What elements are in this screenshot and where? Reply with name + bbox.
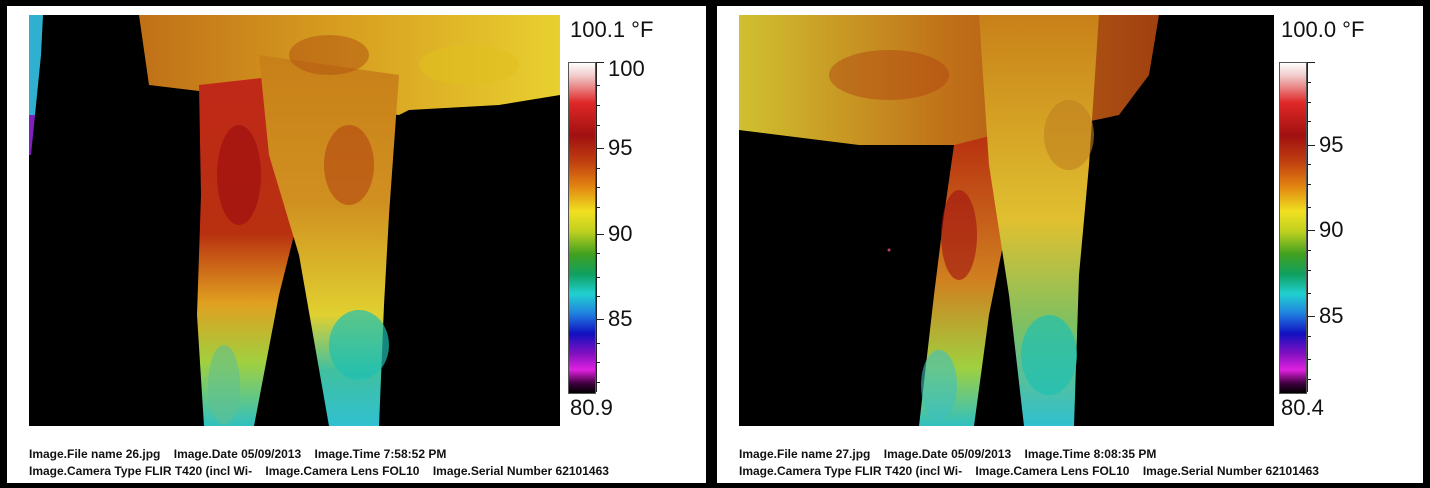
thermal-panel-left: 100.1 °F 100 95 90 85 80.9 I	[7, 6, 706, 483]
temperature-scale-right: 100.0 °F 95 90 85 80.4	[1277, 17, 1417, 427]
temperature-scale-left: 100.1 °F 100 95 90 85 80.9	[566, 17, 706, 427]
color-bar	[1279, 62, 1307, 394]
tick-label: 85	[608, 306, 633, 332]
color-bar	[568, 62, 596, 394]
scale-max-label: 100.1 °F	[570, 17, 654, 42]
image-meta-line1: Image.File name 27.jpg Image.Date 05/09/…	[739, 447, 1166, 461]
image-meta-line2: Image.Camera Type FLIR T420 (incl Wi- Im…	[739, 464, 1329, 478]
meta-serial: Image.Serial Number 62101463	[432, 464, 609, 478]
meta-date: Image.Date 05/09/2013	[883, 447, 1012, 461]
meta-file: Image.File name 26.jpg	[29, 447, 161, 461]
thermal-image-right	[739, 15, 1274, 426]
tick-label: 95	[608, 134, 633, 160]
scale-axis: 95 90 85	[1307, 62, 1367, 392]
scale-min-label: 80.9	[570, 395, 613, 420]
scale-max-label: 100.0 °F	[1281, 17, 1365, 42]
meta-lens: Image.Camera Lens FOL10	[265, 464, 420, 478]
scale-min-label: 80.4	[1281, 395, 1324, 420]
image-meta-line1: Image.File name 26.jpg Image.Date 05/09/…	[29, 447, 456, 461]
scale-axis: 100 95 90 85	[596, 56, 656, 392]
tick-label: 85	[1319, 303, 1344, 329]
tick-label: 100	[608, 55, 645, 81]
meta-serial: Image.Serial Number 62101463	[1142, 464, 1319, 478]
tick-label: 90	[608, 220, 633, 246]
meta-camera: Image.Camera Type FLIR T420 (incl Wi-	[739, 464, 963, 478]
meta-file: Image.File name 27.jpg	[739, 447, 871, 461]
meta-time: Image.Time 8:08:35 PM	[1024, 447, 1157, 461]
thermal-panel-right: 100.0 °F 95 90 85 80.4 Image.File	[717, 6, 1423, 483]
tick-label: 95	[1319, 131, 1344, 157]
image-meta-line2: Image.Camera Type FLIR T420 (incl Wi- Im…	[29, 464, 619, 478]
meta-lens: Image.Camera Lens FOL10	[975, 464, 1130, 478]
tick-label: 90	[1319, 217, 1344, 243]
meta-time: Image.Time 7:58:52 PM	[314, 447, 447, 461]
thermal-image-left	[29, 15, 560, 426]
meta-date: Image.Date 05/09/2013	[173, 447, 302, 461]
meta-camera: Image.Camera Type FLIR T420 (incl Wi-	[29, 464, 253, 478]
